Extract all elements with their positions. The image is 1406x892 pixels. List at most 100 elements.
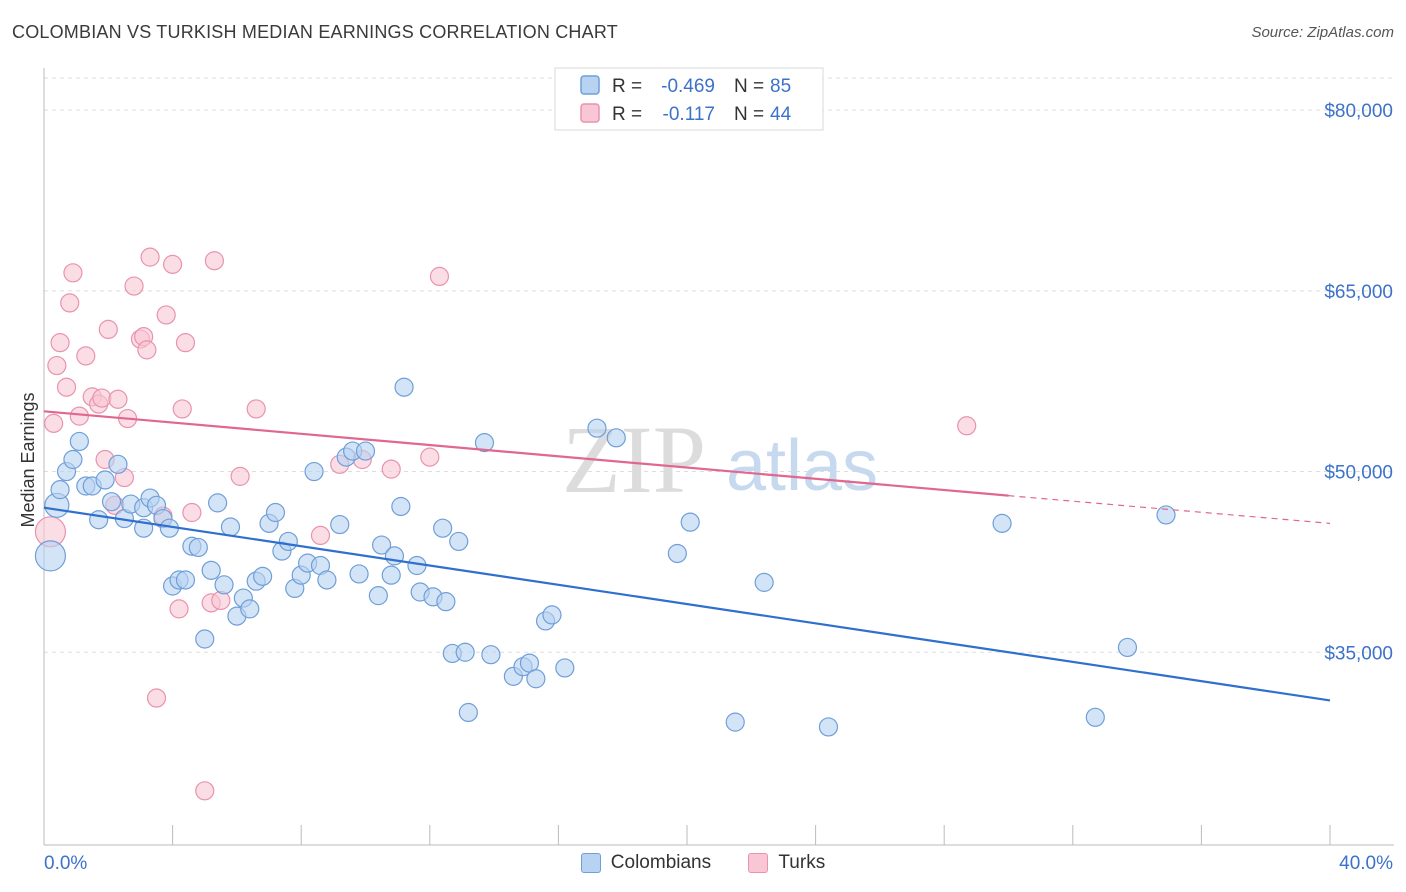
data-point-turks bbox=[429, 266, 450, 287]
data-point-colombians bbox=[433, 518, 453, 538]
data-point-colombians bbox=[992, 513, 1012, 533]
data-point-colombians bbox=[587, 418, 607, 438]
data-point-turks bbox=[76, 346, 96, 366]
legend-top: R = -0.469 N = 85 R = -0.117 N = 44 bbox=[554, 67, 824, 131]
data-point-turks bbox=[69, 406, 89, 426]
data-point-colombians bbox=[542, 605, 562, 625]
trend-line-turks bbox=[43, 410, 1009, 497]
data-point-colombians bbox=[368, 586, 388, 606]
y-axis-label: Median Earnings bbox=[18, 392, 38, 527]
data-point-turks bbox=[44, 413, 64, 433]
data-point-turks bbox=[137, 340, 157, 360]
data-point-turks bbox=[211, 590, 231, 611]
legend-r-label-2: R = bbox=[612, 104, 642, 125]
source-label: Source: ZipAtlas.com bbox=[1251, 24, 1394, 41]
legend-r-value-1: -0.469 bbox=[661, 76, 715, 97]
data-point-colombians bbox=[240, 599, 260, 619]
trend-line-colombians bbox=[43, 506, 1331, 702]
data-point-colombians bbox=[50, 480, 70, 500]
data-point-colombians bbox=[455, 642, 475, 662]
y-tick-label: $80,000 bbox=[1324, 101, 1393, 122]
legend-item-colombians: Colombians bbox=[580, 852, 712, 874]
data-point-colombians bbox=[330, 514, 350, 535]
data-point-colombians bbox=[555, 658, 575, 678]
data-point-turks bbox=[98, 319, 118, 340]
watermark-atlas: atlas bbox=[726, 426, 878, 506]
data-point-colombians bbox=[108, 454, 128, 474]
data-point-colombians bbox=[754, 572, 774, 592]
legend-label-colombians: Colombians bbox=[610, 852, 712, 873]
data-point-turks bbox=[156, 305, 176, 325]
data-point-colombians bbox=[188, 537, 208, 558]
x-tick-label-end: 40.0% bbox=[1339, 853, 1393, 874]
data-point-turks bbox=[182, 502, 202, 523]
data-point-colombians bbox=[818, 717, 839, 737]
data-point-colombians bbox=[1085, 707, 1105, 727]
data-point-colombians bbox=[253, 566, 273, 586]
legend-n-label-1: N = bbox=[734, 76, 764, 97]
data-point-turks bbox=[140, 247, 160, 267]
legend-swatch-turks-bottom bbox=[748, 853, 769, 873]
data-point-turks bbox=[246, 399, 266, 419]
x-tick-label-start: 0.0% bbox=[44, 853, 87, 874]
data-point-turks bbox=[195, 781, 215, 801]
series-turks bbox=[34, 247, 977, 801]
grid-lines bbox=[44, 77, 1394, 653]
data-point-colombians bbox=[101, 492, 122, 512]
data-point-colombians bbox=[201, 560, 221, 580]
data-point-colombians bbox=[1156, 505, 1176, 525]
data-point-colombians bbox=[175, 570, 196, 590]
data-point-turks bbox=[56, 377, 77, 397]
legend-r-value-2: -0.117 bbox=[663, 104, 715, 125]
data-point-colombians bbox=[449, 531, 469, 552]
data-point-colombians bbox=[474, 433, 495, 453]
data-point-turks bbox=[60, 293, 80, 313]
data-point-turks bbox=[310, 525, 331, 546]
data-point-colombians bbox=[381, 565, 401, 585]
legend-label-turks: Turks bbox=[778, 852, 826, 873]
data-point-turks bbox=[124, 276, 144, 296]
data-point-colombians bbox=[278, 531, 298, 552]
data-point-colombians bbox=[95, 470, 115, 490]
data-point-colombians bbox=[69, 431, 89, 452]
data-point-colombians bbox=[317, 570, 337, 590]
y-tick-label: $50,000 bbox=[1324, 463, 1393, 484]
data-point-colombians bbox=[195, 629, 215, 649]
data-point-turks bbox=[169, 599, 189, 619]
data-point-turks bbox=[175, 333, 196, 353]
legend-swatch-colombians bbox=[580, 75, 600, 95]
data-point-colombians bbox=[725, 712, 745, 732]
chart-title: COLOMBIAN VS TURKISH MEDIAN EARNINGS COR… bbox=[12, 22, 618, 42]
data-point-colombians bbox=[265, 502, 286, 523]
data-point-turks bbox=[146, 688, 167, 708]
y-tick-label: $35,000 bbox=[1324, 643, 1393, 664]
data-point-colombians bbox=[667, 543, 687, 564]
data-point-colombians bbox=[436, 592, 456, 612]
data-point-turks bbox=[172, 399, 192, 419]
data-point-turks bbox=[47, 355, 67, 376]
legend-n-value-2: 44 bbox=[770, 104, 792, 125]
data-point-turks bbox=[108, 389, 128, 409]
legend-n-label-2: N = bbox=[734, 104, 764, 125]
data-point-colombians bbox=[680, 512, 700, 532]
data-point-colombians bbox=[214, 575, 234, 595]
legend-n-value-1: 85 bbox=[770, 76, 791, 97]
data-point-turks bbox=[50, 333, 70, 353]
legend-item-turks: Turks bbox=[748, 852, 825, 874]
data-point-colombians bbox=[481, 645, 501, 665]
data-point-colombians bbox=[371, 535, 392, 555]
data-point-colombians bbox=[1117, 637, 1138, 658]
data-point-colombians bbox=[349, 564, 369, 584]
y-tick-label: $65,000 bbox=[1324, 282, 1393, 303]
data-point-turks bbox=[163, 254, 183, 274]
data-point-colombians bbox=[63, 449, 83, 470]
legend-swatch-turks bbox=[580, 103, 600, 123]
data-point-turks bbox=[230, 466, 250, 486]
data-point-colombians bbox=[34, 540, 67, 572]
data-point-colombians bbox=[606, 428, 626, 448]
data-point-colombians bbox=[391, 496, 411, 517]
legend-r-label-1: R = bbox=[612, 76, 642, 97]
axes bbox=[43, 68, 1394, 846]
data-point-turks bbox=[92, 388, 112, 408]
